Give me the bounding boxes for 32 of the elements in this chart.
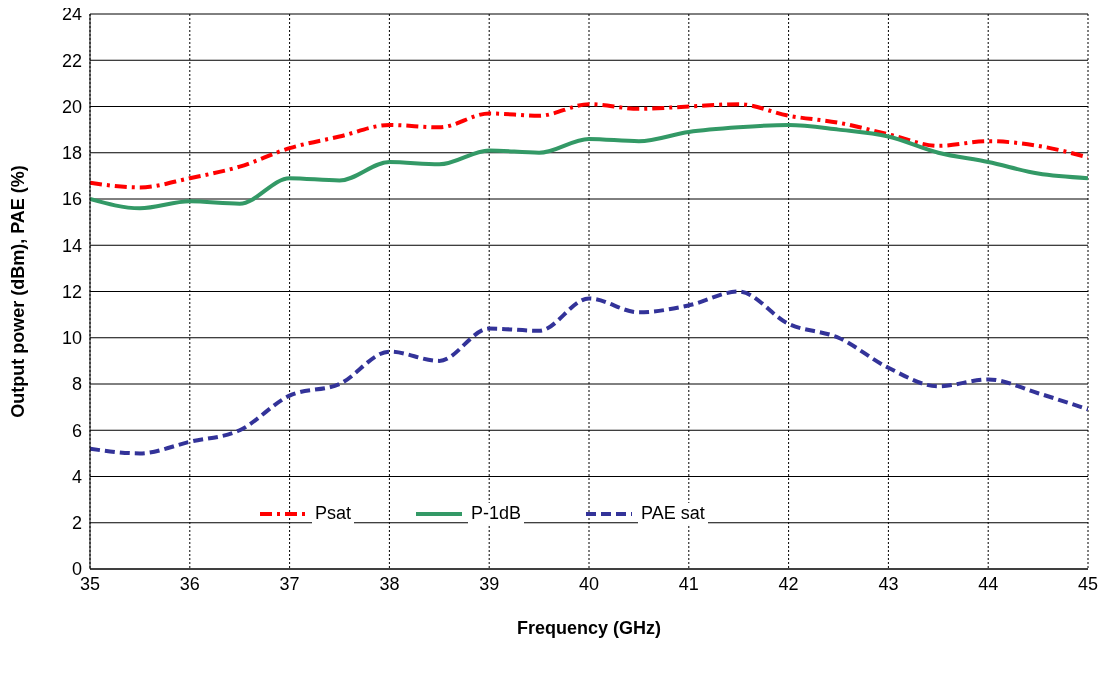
y-tick-label: 4 (71, 466, 82, 487)
x-tick-label: 45 (1077, 573, 1099, 594)
y-tick-label: 2 (71, 513, 82, 534)
x-tick-label: 41 (678, 573, 699, 594)
x-tick-label: 42 (778, 573, 799, 594)
y-tick-label: 18 (61, 143, 82, 164)
y-axis-title: Output power (dBm), PAE (%) (8, 165, 29, 418)
y-tick-label: 14 (61, 235, 82, 256)
x-tick-label: 39 (479, 573, 500, 594)
line-series (90, 123, 1088, 211)
x-tick-label: 38 (379, 573, 400, 594)
y-tick-label: 24 (61, 4, 82, 25)
y-tick-label: 6 (71, 420, 82, 441)
line-series (90, 289, 1088, 456)
y-tick-label: 12 (61, 281, 82, 302)
x-axis-title: Frequency (GHz) (516, 618, 662, 638)
x-tick-label: 40 (578, 573, 600, 594)
legend-label: P-1dB (468, 503, 525, 524)
y-tick-label: 22 (61, 50, 82, 71)
y-tick-label: 20 (61, 96, 82, 117)
line-series (90, 102, 1088, 190)
y-tick-label: 8 (71, 374, 82, 395)
x-tick-label: 36 (179, 573, 200, 594)
y-tick-label: 16 (61, 189, 82, 210)
x-tick-label: 37 (279, 573, 300, 594)
y-tick-label: 0 (71, 559, 82, 580)
x-tick-label: 44 (978, 573, 999, 594)
x-tick-label: 35 (79, 573, 101, 594)
x-tick-label: 43 (878, 573, 899, 594)
legend-label: Psat (312, 503, 355, 524)
legend-label: PAE sat (638, 503, 708, 524)
y-tick-label: 10 (61, 328, 82, 349)
